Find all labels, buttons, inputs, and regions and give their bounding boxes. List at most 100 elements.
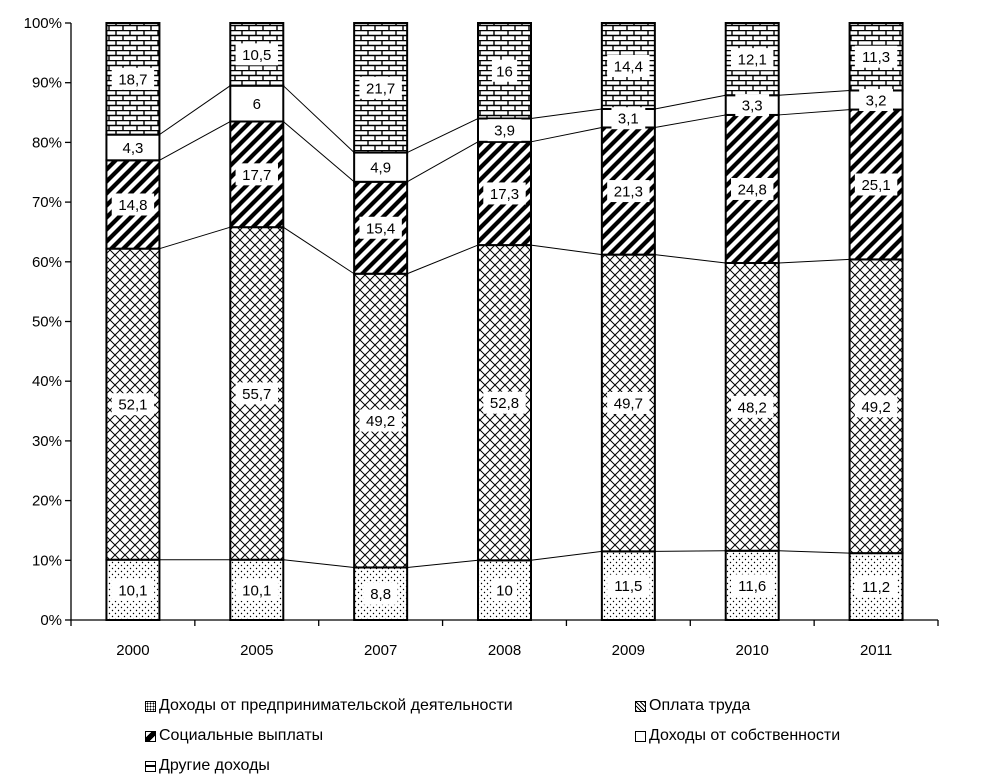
- data-label-bg: [111, 193, 155, 216]
- data-label: 49,7: [614, 395, 643, 412]
- y-tick-label: 60%: [32, 254, 62, 271]
- legend-label: Другие доходы: [159, 757, 270, 774]
- legend-item-social-payments: Социальные выплаты: [145, 727, 323, 745]
- data-label: 48,2: [738, 399, 767, 416]
- series-line: [283, 559, 355, 568]
- series-line: [654, 94, 726, 110]
- data-label: 14,4: [614, 58, 643, 75]
- legend-swatch-white: [635, 730, 646, 742]
- data-label: 6: [253, 96, 261, 113]
- data-label: 4,3: [122, 140, 143, 157]
- data-label: 15,4: [366, 220, 395, 237]
- data-label-bg: [359, 76, 402, 99]
- series-line: [406, 118, 479, 153]
- x-tick-label: 2008: [488, 642, 521, 659]
- data-label-bg: [607, 180, 650, 203]
- data-label: 10,1: [118, 582, 147, 599]
- data-label: 18,7: [118, 71, 147, 88]
- data-label: 52,1: [118, 397, 147, 414]
- data-label-bg: [854, 395, 898, 418]
- y-tick-label: 70%: [32, 194, 62, 211]
- series-line: [778, 89, 850, 96]
- series-line: [530, 108, 602, 120]
- data-label: 49,2: [366, 413, 395, 430]
- data-label-bg: [854, 575, 898, 598]
- y-tick-label: 50%: [32, 314, 62, 331]
- data-label: 3,9: [494, 123, 515, 140]
- data-label: 24,8: [738, 181, 767, 198]
- data-label: 17,3: [490, 186, 519, 203]
- data-label-bg: [363, 582, 398, 605]
- x-tick-label: 2009: [612, 642, 645, 659]
- data-label: 14,8: [118, 197, 147, 214]
- y-tick-label: 0%: [40, 612, 62, 629]
- data-label: 11,5: [614, 578, 642, 595]
- data-label-bg: [235, 43, 278, 66]
- legend: Доходы от предпринимательской деятельнос…: [145, 697, 925, 783]
- series-line: [778, 109, 850, 116]
- x-tick-label: 2011: [860, 642, 892, 659]
- data-label-bg: [854, 173, 898, 196]
- series-line: [778, 258, 850, 264]
- data-label: 11,6: [738, 578, 766, 595]
- y-tick-label: 40%: [32, 373, 62, 390]
- data-label: 4,9: [370, 160, 391, 177]
- series-line: [654, 550, 726, 552]
- y-tick-label: 80%: [32, 134, 62, 151]
- data-label-bg: [611, 107, 646, 130]
- data-label-bg: [359, 409, 402, 432]
- series-line: [159, 121, 231, 161]
- data-label-bg: [607, 391, 650, 414]
- legend-swatch-brick: [145, 760, 156, 772]
- legend-swatch-diagonal: [145, 730, 156, 742]
- data-label-bg: [491, 579, 518, 602]
- data-label-bg: [363, 156, 398, 179]
- y-tick-label: 90%: [32, 75, 62, 92]
- data-label-bg: [859, 89, 893, 112]
- x-tick-label: 2000: [116, 642, 149, 659]
- legend-item-wages: Оплата труда: [635, 697, 750, 715]
- data-label: 12,1: [738, 52, 767, 69]
- y-tick-label: 100%: [24, 15, 62, 32]
- series-line: [159, 226, 231, 250]
- data-label: 17,7: [242, 167, 271, 184]
- series-line: [407, 559, 479, 568]
- stacked-bar-chart: 0% 10% 20% 30% 40% 50% 60% 70% 80% 90% 100% 10,1 10,…: [24, 15, 939, 659]
- data-label: 52,8: [490, 395, 519, 412]
- data-label-bg: [731, 48, 774, 71]
- plot-area: 0% 10% 20% 30% 40% 50% 60% 70% 80% 90% 100% 10,1 10,…: [24, 15, 939, 659]
- data-label: 10,1: [242, 582, 271, 599]
- data-label-bg: [487, 119, 522, 142]
- series-line: [406, 141, 479, 183]
- series-line: [530, 550, 602, 561]
- x-tick-label: 2007: [364, 642, 397, 659]
- bar-segment: [229, 84, 285, 123]
- data-label-bg: [235, 382, 278, 405]
- legend-item-property-income: Доходы от собственности: [635, 727, 840, 745]
- series-line: [654, 254, 726, 264]
- x-tick-label: 2005: [240, 642, 273, 659]
- data-label: 8,8: [370, 586, 391, 603]
- data-label: 10: [496, 583, 513, 600]
- data-label-bg: [111, 393, 155, 416]
- data-label-bg: [235, 163, 278, 186]
- data-label-bg: [111, 578, 155, 601]
- data-label: 11,2: [862, 579, 890, 596]
- data-label: 21,7: [366, 80, 395, 97]
- legend-swatch-crosshatch: [635, 700, 646, 712]
- y-tick-label: 10%: [32, 552, 62, 569]
- y-tick-label: 20%: [32, 493, 62, 510]
- data-label: 21,3: [614, 184, 643, 201]
- series-line: [654, 114, 726, 128]
- series-line: [159, 85, 231, 136]
- data-label-bg: [483, 182, 526, 205]
- series-line: [283, 226, 355, 275]
- data-label-bg: [731, 574, 774, 597]
- y-tick-label: 30%: [32, 433, 62, 450]
- data-label-bg: [116, 136, 150, 159]
- data-label: 3,3: [742, 98, 763, 115]
- legend-item-other-income: Другие доходы: [145, 757, 270, 775]
- legend-label: Оплата труда: [649, 697, 751, 714]
- data-label: 16: [496, 63, 513, 80]
- x-tick-label: 2010: [736, 642, 769, 659]
